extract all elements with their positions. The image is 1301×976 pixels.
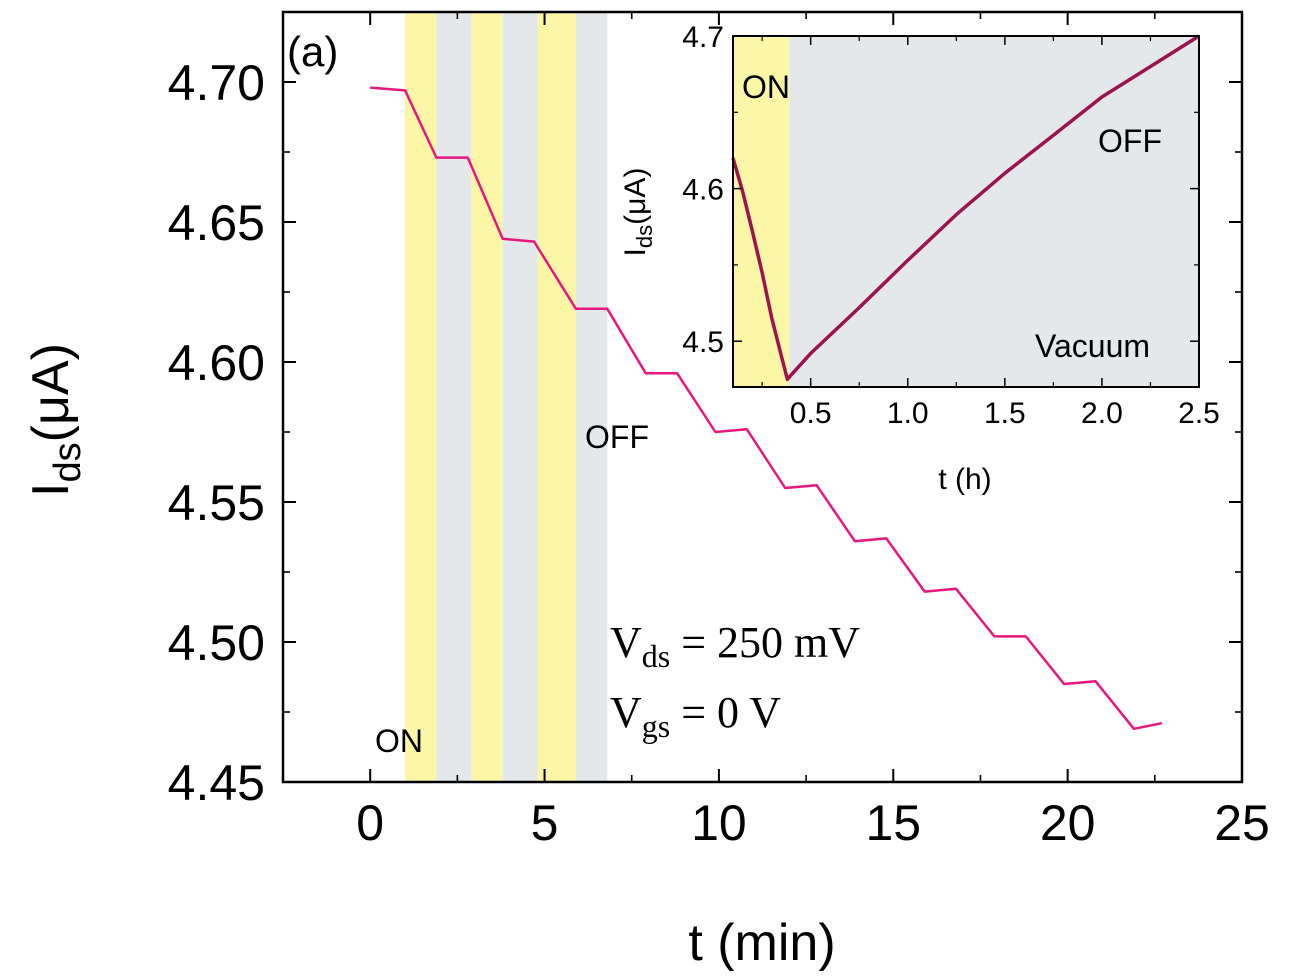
main-off-band [575,12,608,782]
main-x-tick-label: 0 [356,795,384,851]
main-y-tick-label: 4.45 [168,755,265,811]
inset-on-label: ON [742,69,790,105]
main-illumination-bands [405,12,608,782]
main-on-band [471,12,503,782]
inset-series-line [731,34,1200,382]
main-x-tick-label: 20 [1040,795,1096,851]
main-y-axis-label: Ids(μA) [22,343,89,497]
inset-x-tick-label: 2.5 [1178,397,1220,430]
inset-y-tick-label: 4.6 [682,173,724,206]
main-axis-ticks: 0 5 10 15 20 25 4.45 4.50 4.55 4.60 4.65 4.70 [168,11,1270,851]
panel-label: (a) [287,28,338,75]
main-series-group [370,86,1163,731]
inset-y-axis-label: Ids(μA) [619,168,657,257]
main-x-tick-label: 5 [531,795,559,851]
inset-illumination-bands [733,36,1199,387]
inset-x-tick-label: 1.5 [984,397,1026,430]
main-y-tick-label: 4.65 [168,195,265,251]
inset-vacuum-label: Vacuum [1035,328,1150,364]
inset-off-label: OFF [1098,123,1162,159]
main-off-label: OFF [585,419,649,455]
inset-axis-ticks: 0.5 1.0 1.5 2.0 2.5 4.5 4.6 4.7 [682,21,1220,430]
main-y-tick-label: 4.60 [168,335,265,391]
inset-on-band [733,36,790,387]
main-x-axis-label: t (min) [688,914,835,972]
main-on-band [405,12,437,782]
inset-y-tick-label: 4.5 [682,326,724,359]
main-x-tick-label: 15 [865,795,921,851]
inset-off-band [789,36,1199,387]
inset-series-group [731,34,1200,382]
condition-vgs: Vgs = 0 V [610,688,781,744]
inset-y-tick-label: 4.7 [682,21,724,54]
main-off-band [436,12,472,782]
inset-x-tick-label: 2.0 [1081,397,1123,430]
main-series-line [370,86,1163,731]
main-x-tick-label: 10 [691,795,747,851]
main-on-band [537,12,576,782]
main-y-tick-label: 4.70 [168,55,265,111]
main-x-tick-label: 25 [1214,795,1270,851]
main-plot-frame [281,10,1244,784]
inset-x-tick-label: 0.5 [790,397,832,430]
inset-plot-frame [732,35,1200,388]
condition-vds: Vds = 250 mV [610,618,860,674]
main-y-tick-label: 4.55 [168,475,265,531]
inset-x-axis-label: t (h) [938,463,991,496]
inset-x-tick-label: 1.0 [887,397,929,430]
main-on-label: ON [375,723,423,759]
main-y-tick-label: 4.50 [168,615,265,671]
main-off-band [502,12,538,782]
